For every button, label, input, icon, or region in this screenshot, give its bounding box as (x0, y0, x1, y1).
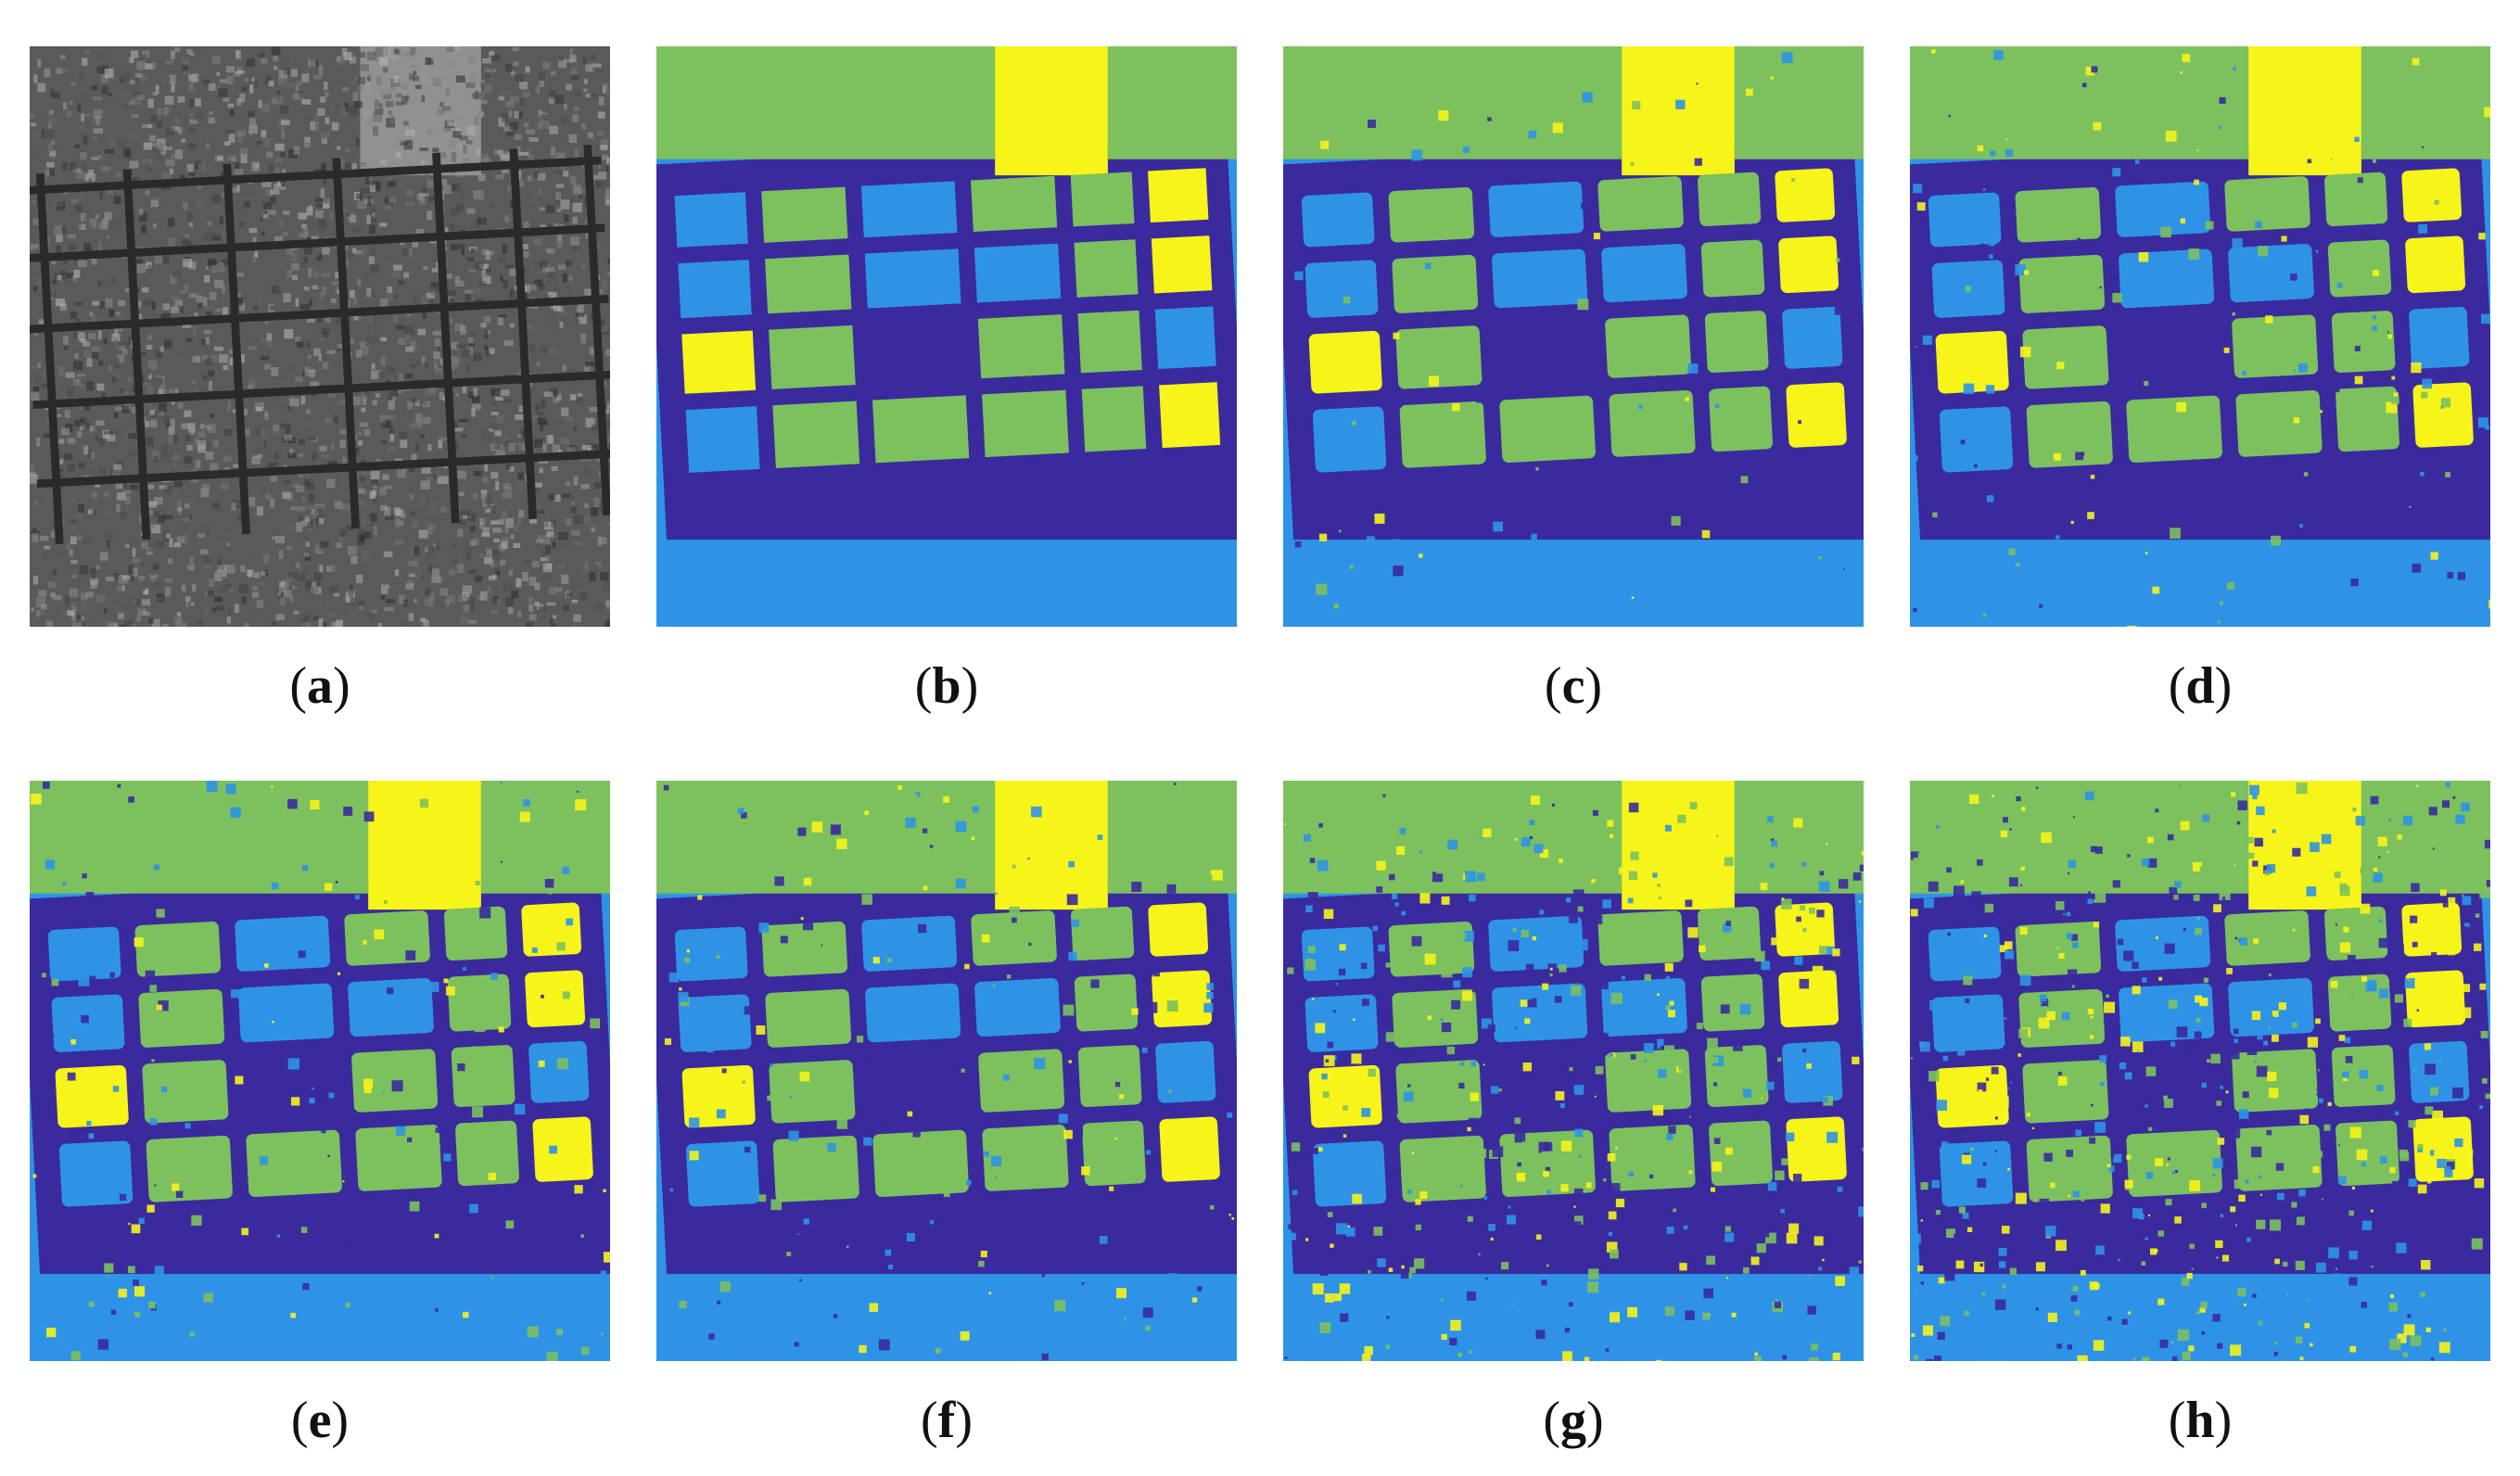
caption-e-letter: e (308, 1392, 332, 1449)
caption-f: (f) (921, 1392, 973, 1449)
caption-h: (h) (2168, 1392, 2233, 1449)
caption-d-letter: d (2185, 657, 2215, 715)
sar-grayscale-image (30, 46, 610, 627)
classification-map (1910, 781, 2490, 1361)
caption-d: (d) (2168, 657, 2233, 715)
classification-map (30, 781, 610, 1361)
panel-f-image (656, 781, 1237, 1361)
caption-g-letter: g (1560, 1392, 1586, 1449)
classification-map (1910, 46, 2490, 627)
panel-g-image (1283, 781, 1864, 1361)
caption-c-letter: c (1561, 657, 1585, 715)
panel-b-image (656, 46, 1237, 627)
classification-map (656, 781, 1237, 1361)
panel-h-image (1910, 781, 2490, 1361)
caption-g: (g) (1543, 1392, 1604, 1449)
panel-a-image (30, 46, 610, 627)
caption-f-letter: f (937, 1392, 956, 1449)
classification-map (656, 46, 1237, 627)
panel-d-image (1910, 46, 2490, 627)
panel-e-image (30, 781, 610, 1361)
classification-map (1283, 46, 1864, 627)
caption-h-letter: h (2185, 1392, 2215, 1449)
caption-a-letter: a (307, 657, 333, 715)
classification-map (1283, 781, 1864, 1361)
caption-e: (e) (290, 1392, 350, 1449)
caption-b: (b) (914, 657, 979, 715)
caption-b-letter: b (932, 657, 961, 715)
caption-c: (c) (1544, 657, 1603, 715)
caption-a: (a) (289, 657, 350, 715)
panel-c-image (1283, 46, 1864, 627)
